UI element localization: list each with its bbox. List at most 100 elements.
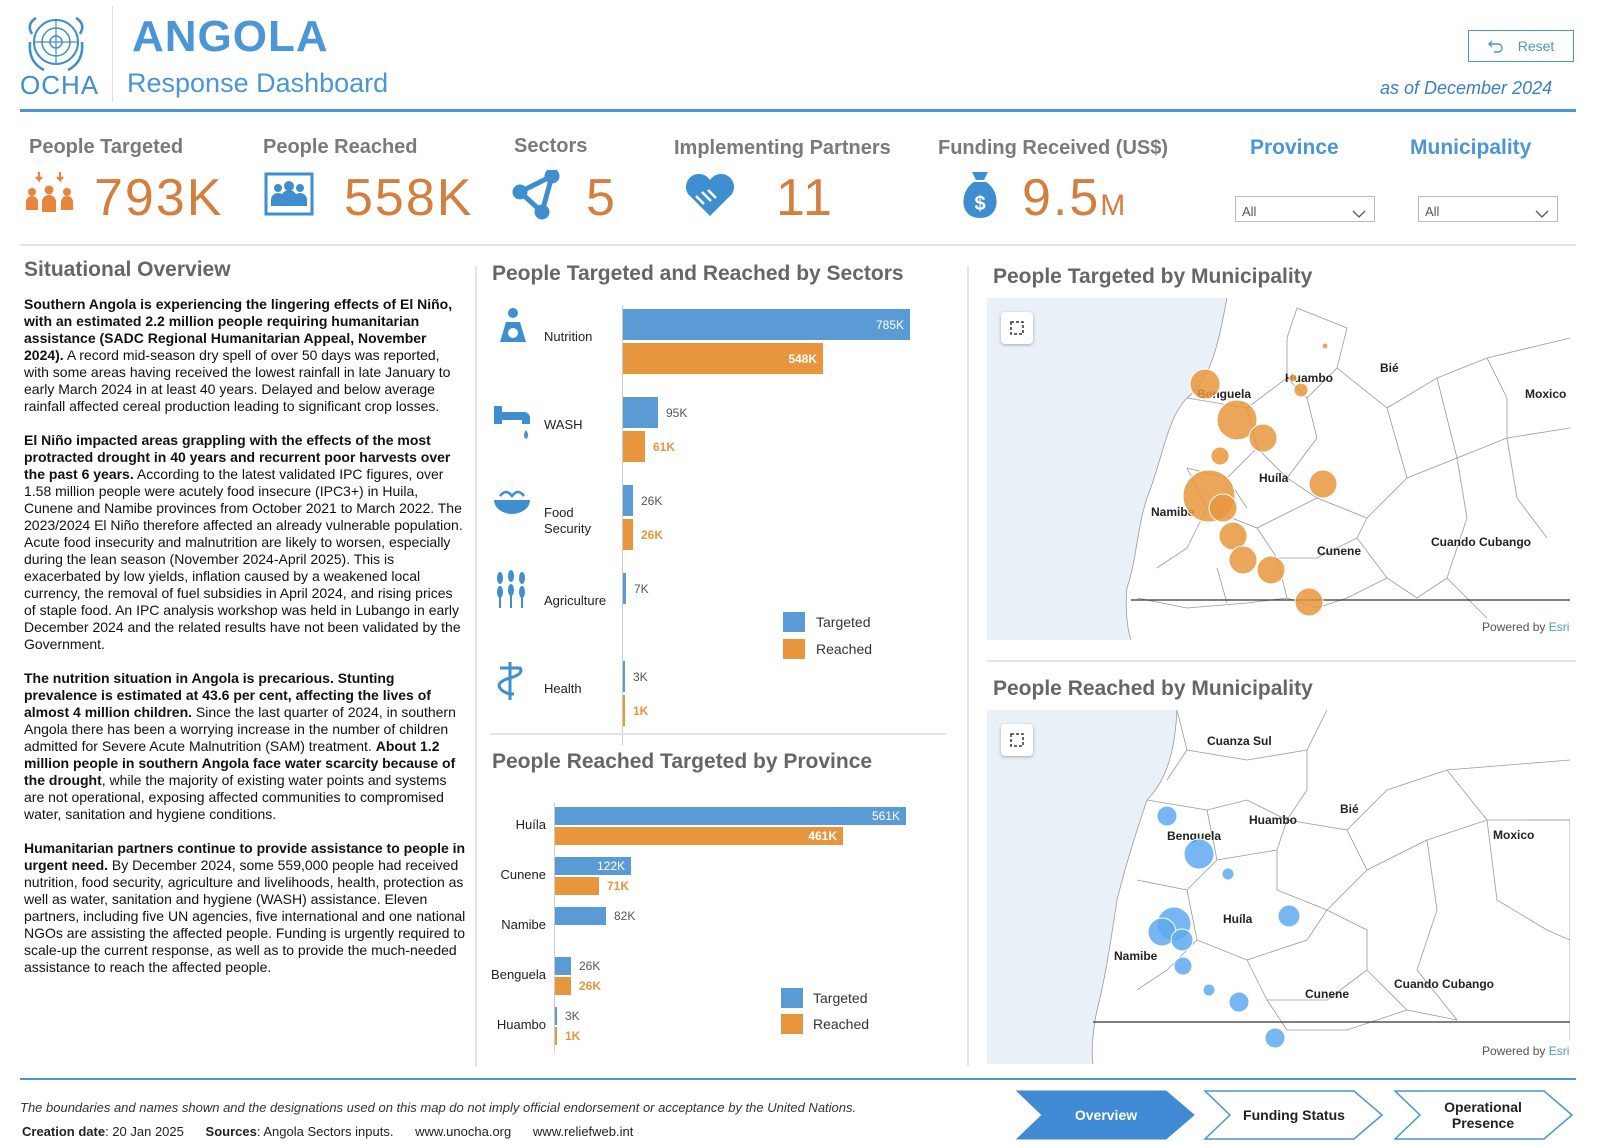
map-bubble[interactable] [1208, 493, 1238, 523]
map-label: Moxico [1493, 828, 1534, 842]
handshake-icon [685, 173, 735, 216]
kpi-people-reached-value: 558K [344, 169, 474, 227]
targeted-bar[interactable] [555, 1007, 557, 1025]
map-select-tool[interactable] [1001, 724, 1033, 756]
map-label: Moxico [1525, 387, 1566, 401]
data-label: 1K [633, 703, 649, 718]
reached-bar[interactable] [555, 827, 843, 845]
map-targeted[interactable]: Benguela Huambo Bié Moxico Huíla Namibe … [987, 298, 1570, 640]
data-label: 95K [666, 405, 688, 420]
money-bag-icon: $ [963, 172, 997, 218]
header-divider [20, 109, 1576, 112]
undo-icon [1487, 40, 1503, 53]
map-bubble[interactable] [1288, 373, 1298, 383]
map-reached[interactable]: Cuanza Sul Benguela Huambo Bié Moxico Hu… [987, 710, 1570, 1064]
nav-tab-funding-status[interactable]: Funding Status [1204, 1090, 1384, 1140]
map-label: Benguela [1167, 829, 1221, 843]
esri-link[interactable]: Esri [1548, 620, 1570, 634]
data-label: 26K [579, 959, 601, 973]
reached-bar[interactable] [623, 695, 625, 726]
province-dropdown[interactable]: All [1235, 196, 1375, 222]
map-label: Huambo [1285, 371, 1333, 385]
unocha-link[interactable]: www.unocha.org [415, 1124, 512, 1139]
targeted-bar[interactable] [555, 957, 571, 975]
kpi-divider [20, 244, 1576, 246]
map-bubble[interactable] [1256, 555, 1286, 585]
reliefweb-link[interactable]: www.reliefweb.int [532, 1124, 634, 1139]
map-bubble[interactable] [1156, 805, 1178, 827]
kpi-people-targeted-label: People Targeted [29, 136, 184, 158]
map-bubble[interactable] [1308, 469, 1338, 499]
targeted-bar[interactable] [555, 807, 906, 825]
people-arrows-icon [26, 172, 73, 212]
legend-swatch-targeted [783, 612, 805, 632]
targeted-bar[interactable] [555, 907, 606, 925]
map-bubble[interactable] [1277, 904, 1301, 928]
targeted-bar[interactable] [623, 485, 633, 516]
targeted-bar[interactable] [623, 573, 626, 604]
targeted-bar[interactable] [623, 661, 625, 692]
map-bubble[interactable] [1189, 368, 1221, 400]
map-attribution: Powered by Esri [1482, 620, 1570, 634]
map-bubble[interactable] [1248, 423, 1278, 453]
un-emblem-icon [28, 16, 84, 72]
targeted-bar[interactable] [623, 309, 910, 340]
map-targeted-canvas[interactable]: Benguela Huambo Bié Moxico Huíla Namibe … [987, 298, 1570, 640]
esri-link[interactable]: Esri [1548, 1044, 1570, 1058]
reached-bar[interactable] [623, 519, 633, 550]
map-label: Cuando Cubango [1394, 977, 1494, 991]
map-bubble[interactable] [1202, 983, 1216, 997]
data-label: 1K [565, 1029, 581, 1043]
map-bubble[interactable] [1294, 587, 1324, 617]
food-bowl-icon [494, 490, 530, 514]
map-label: Namibe [1114, 949, 1158, 963]
map-label: Huíla [1259, 471, 1289, 485]
legend-swatch-reached [781, 1014, 803, 1034]
data-label: 71K [607, 879, 630, 893]
map-bubble[interactable] [1321, 342, 1329, 350]
nav-tab-label: Overview [1074, 1107, 1138, 1123]
nav-tab-overview[interactable]: Overview [1016, 1090, 1196, 1140]
chart-axis-line [622, 305, 623, 745]
targeted-bar[interactable] [623, 397, 658, 428]
footer-divider [20, 1078, 1576, 1080]
column-divider [967, 266, 969, 1066]
municipality-filter-label: Municipality [1410, 136, 1532, 159]
map-bubble[interactable] [1264, 1027, 1286, 1049]
data-label: 26K [579, 979, 602, 993]
reset-button[interactable]: Reset [1468, 30, 1574, 62]
map-bubble[interactable] [1216, 399, 1258, 441]
map-bubble[interactable] [1173, 956, 1193, 976]
targeted-bar[interactable] [555, 857, 631, 875]
municipality-dropdown[interactable]: All [1418, 196, 1558, 222]
footer-meta: Creation date: 20 Jan 2025 Sources: Ango… [22, 1124, 634, 1139]
kpi-people-targeted-value: 793K [94, 169, 224, 227]
kpi-partners-label: Implementing Partners [674, 137, 891, 159]
map-bubble[interactable] [1210, 446, 1230, 466]
reached-bar[interactable] [555, 977, 571, 995]
map-select-tool[interactable] [1001, 312, 1033, 344]
nav-arrow-shape [1016, 1090, 1195, 1140]
legend-reached: Reached [816, 641, 873, 657]
map-bubble[interactable] [1228, 991, 1250, 1013]
reached-bar[interactable] [555, 877, 599, 895]
legend-swatch-targeted [781, 988, 803, 1008]
map-bubble[interactable] [1228, 545, 1258, 575]
map-label: Cuanza Sul [1207, 734, 1272, 748]
map-reached-canvas[interactable]: Cuanza Sul Benguela Huambo Bié Moxico Hu… [987, 710, 1570, 1064]
nav-tab-operational-presence[interactable]: Operational Presence [1394, 1090, 1574, 1140]
map-bubble[interactable] [1170, 928, 1194, 952]
map-label: Cuando Cubango [1431, 535, 1531, 549]
water-tap-icon [494, 406, 530, 439]
sector-chart-title: People Targeted and Reached by Sectors [492, 262, 904, 285]
category-label: Huambo [496, 1017, 546, 1032]
reached-bar[interactable] [623, 343, 823, 374]
overview-title: Situational Overview [24, 258, 231, 281]
map-bubble[interactable] [1293, 382, 1309, 398]
map-bubble[interactable] [1183, 838, 1215, 870]
reached-bar[interactable] [555, 1027, 557, 1045]
map-bubble[interactable] [1221, 867, 1235, 881]
reached-bar[interactable] [623, 431, 645, 462]
nav-arrow-shape [1204, 1090, 1384, 1140]
nav-tab-label: Funding Status [1243, 1107, 1345, 1123]
